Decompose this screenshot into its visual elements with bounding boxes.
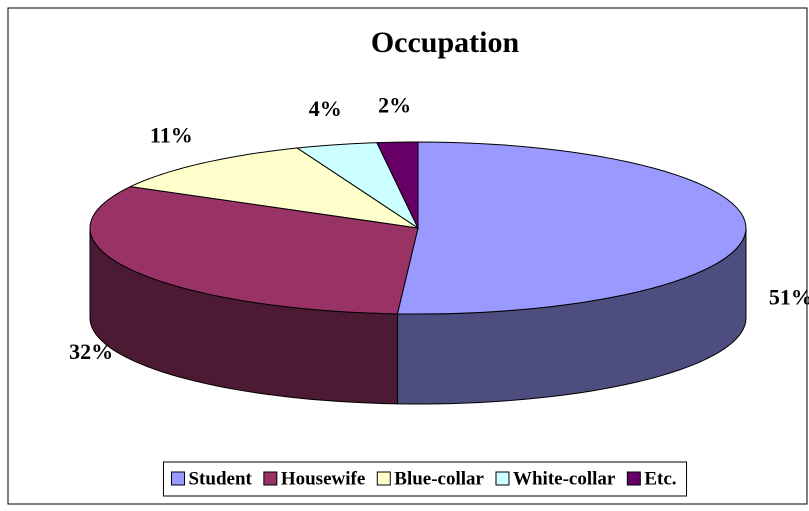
slice bbox=[128, 147, 419, 229]
legend-label: White-collar bbox=[513, 468, 616, 489]
slice bbox=[396, 141, 747, 315]
legend-swatch bbox=[263, 471, 278, 486]
legend-label: Blue-collar bbox=[394, 468, 484, 489]
legend-box bbox=[162, 461, 688, 497]
legend: Student Housewife Blue-collar White-collar E… bbox=[162, 461, 688, 497]
data-label: 32% bbox=[69, 339, 113, 364]
legend-label: Housewife bbox=[281, 468, 365, 489]
data-label: 11% bbox=[150, 122, 193, 147]
chart-title: Occupation bbox=[371, 26, 520, 59]
legend-swatch bbox=[170, 471, 185, 486]
legend-label: Etc. bbox=[644, 468, 676, 489]
legend-swatch bbox=[495, 471, 510, 486]
legend-swatch bbox=[626, 471, 641, 486]
legend-label: Student bbox=[188, 468, 252, 489]
slice bbox=[89, 186, 419, 315]
slice bbox=[295, 142, 420, 230]
data-label: 51% bbox=[769, 284, 809, 309]
legend-swatch bbox=[376, 471, 391, 486]
slice bbox=[376, 141, 419, 229]
data-label: 4% bbox=[309, 96, 342, 121]
data-label: 2% bbox=[378, 92, 411, 117]
